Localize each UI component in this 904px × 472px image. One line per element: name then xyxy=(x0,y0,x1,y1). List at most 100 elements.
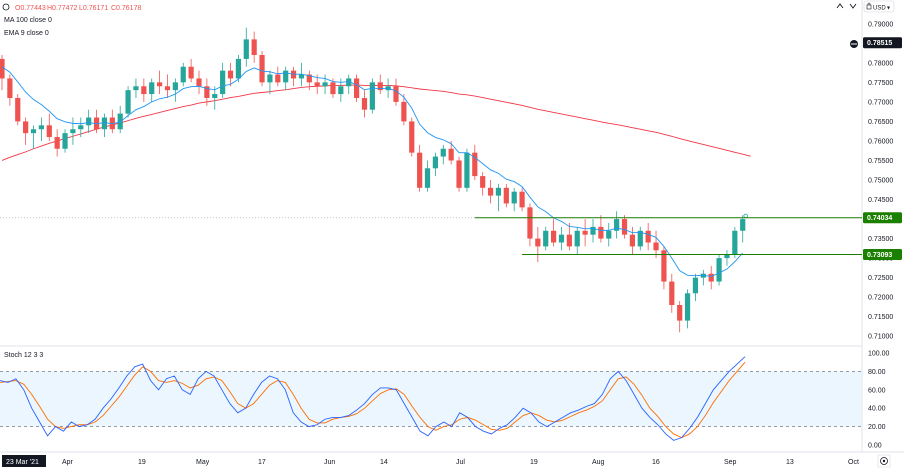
candle-body xyxy=(101,117,108,130)
candle-body xyxy=(141,86,147,95)
candle-body xyxy=(480,176,486,188)
scroll-up-icon[interactable] xyxy=(836,3,844,9)
price-label-badges: 0.78515 0.74034 0.73093 xyxy=(863,37,902,260)
candle-body xyxy=(598,226,604,239)
candle-body xyxy=(267,74,273,83)
price-tick-label: 0.72500 xyxy=(868,275,893,282)
stoch-tick-label: 80.00 xyxy=(868,369,886,376)
stoch-tick-label: 100.00 xyxy=(868,351,890,358)
time-tick-label: Jun xyxy=(324,459,335,466)
ema9-legend[interactable]: EMA 9 close 0 xyxy=(4,30,49,37)
candle-body xyxy=(204,86,210,98)
ma100-line-group xyxy=(1,84,751,161)
horizontal-levels-group[interactable] xyxy=(474,217,862,255)
candle-body xyxy=(629,234,635,247)
stoch-band xyxy=(0,371,862,427)
candle-body xyxy=(30,129,37,134)
time-axis-settings-icon[interactable] xyxy=(877,454,891,468)
chevron-down-icon: ▾ xyxy=(887,6,890,12)
candle-body xyxy=(511,191,517,204)
candle-body xyxy=(133,86,139,91)
candle-body xyxy=(566,234,572,247)
candle-body xyxy=(314,82,320,87)
candle-body xyxy=(322,82,328,87)
ohlc-low: L0.76171 xyxy=(79,5,108,12)
scroll-down-icon[interactable] xyxy=(849,3,857,9)
legend-header: O0.77443 H0.77472 L0.76171 C0.76178 MA 1… xyxy=(2,3,141,359)
candle-body xyxy=(330,82,336,95)
ohlc-open: O0.77443 xyxy=(15,5,46,12)
price-badge-label: 0.78515 xyxy=(867,40,892,47)
candle-body xyxy=(440,148,446,157)
price-tick-label: 0.78000 xyxy=(868,60,893,67)
candle-body xyxy=(172,82,178,91)
candle-body xyxy=(606,230,612,239)
lock-icon xyxy=(866,2,872,10)
scroll-arrows[interactable] xyxy=(836,3,857,9)
candle-body xyxy=(724,254,730,259)
candle-body xyxy=(519,191,525,208)
stoch-d-line xyxy=(0,361,746,439)
candle-body xyxy=(409,121,415,153)
candle-body xyxy=(157,82,163,87)
price-badge-label: 0.74034 xyxy=(867,215,892,222)
time-axis-ticks: 23 Mar '21 Apr 19 May 17 Jun 14 Jul 19 Aug 16 Sep 13… xyxy=(2,455,859,467)
candle-body xyxy=(149,82,155,95)
price-badge xyxy=(863,212,902,224)
candles-group xyxy=(0,27,748,333)
candle-body xyxy=(62,133,68,149)
stoch-legend[interactable]: Stoch 12 3 3 xyxy=(4,352,43,359)
ema9-line xyxy=(1,66,744,277)
time-tick-label: Oct xyxy=(848,459,859,466)
candle-body xyxy=(692,277,699,294)
candle-body xyxy=(227,70,234,79)
candle-body xyxy=(259,55,265,83)
candle-body xyxy=(464,152,470,188)
price-tick-label: 0.73500 xyxy=(868,236,893,243)
candle-body xyxy=(377,82,383,91)
candle-body xyxy=(23,121,29,134)
candle-body xyxy=(354,78,360,98)
time-cursor-badge xyxy=(2,455,46,467)
stoch-tick-label: 0.00 xyxy=(868,443,882,450)
candle-body xyxy=(180,66,186,83)
time-tick-label: 19 xyxy=(530,459,538,466)
symbol-marker-icon[interactable] xyxy=(2,3,10,11)
candle-body xyxy=(495,187,502,196)
settings-gear-icon[interactable] xyxy=(880,457,888,465)
candle-body xyxy=(653,242,659,251)
time-tick-label: May xyxy=(196,459,210,466)
candle-body xyxy=(472,152,478,177)
crosshair-settings-icon[interactable] xyxy=(850,40,858,48)
candle-body xyxy=(456,160,462,188)
candle-body xyxy=(212,94,218,98)
price-tick-label: 0.79000 xyxy=(868,21,893,28)
candle-body xyxy=(740,219,746,231)
candle-body xyxy=(275,74,281,83)
candle-body xyxy=(38,125,44,130)
candle-body xyxy=(535,238,541,247)
candle-body xyxy=(551,230,557,243)
ma100-legend[interactable]: MA 100 close 0 xyxy=(4,17,52,24)
candle-body xyxy=(487,187,494,196)
candle-body xyxy=(614,219,620,231)
price-tick-label: 0.77000 xyxy=(868,99,893,106)
candle-body xyxy=(732,230,738,255)
candle-body xyxy=(298,74,305,79)
candle-body xyxy=(164,86,171,91)
candle-body xyxy=(448,148,454,161)
price-badge xyxy=(863,37,902,49)
currency-selector[interactable]: USD ▾ xyxy=(863,0,895,13)
ma100-line xyxy=(1,84,751,161)
candle-body xyxy=(677,304,683,321)
time-tick-label: 19 xyxy=(138,459,146,466)
candle-body xyxy=(361,97,368,110)
candle-body xyxy=(661,250,667,282)
candle-body xyxy=(70,129,76,134)
time-tick-label: 17 xyxy=(258,459,266,466)
time-tick-label: Apr xyxy=(62,459,74,466)
candle-body xyxy=(283,70,289,83)
time-tick-label: 16 xyxy=(652,459,660,466)
stoch-tick-label: 40.00 xyxy=(868,406,886,413)
